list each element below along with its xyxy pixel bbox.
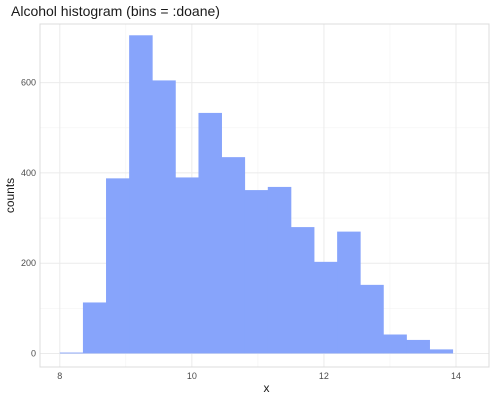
x-tick-label: 14 (451, 371, 461, 381)
histogram-bar (222, 157, 246, 353)
x-axis-ticks: 8 10 12 14 (57, 371, 461, 381)
y-tick-label: 0 (31, 348, 36, 358)
histogram-bar (314, 262, 338, 354)
y-axis-label: counts (3, 178, 17, 213)
histogram-bar (268, 187, 292, 354)
chart-title: Alcohol histogram (bins = :doane) (11, 3, 220, 19)
histogram-bar (175, 177, 199, 353)
y-tick-label: 400 (21, 168, 36, 178)
histogram-bar (129, 35, 153, 353)
histogram-bar (291, 227, 315, 353)
histogram-bar (60, 353, 84, 354)
histogram-bar (406, 340, 430, 354)
histogram-bar (360, 285, 384, 354)
x-tick-label: 10 (187, 371, 197, 381)
histogram-bar (245, 190, 269, 353)
x-axis-label: x (264, 381, 270, 395)
x-tick-label: 12 (319, 371, 329, 381)
x-tick-label: 8 (57, 371, 62, 381)
histogram-bar (106, 178, 130, 353)
histogram-bar (83, 302, 107, 353)
histogram-bar (198, 113, 222, 354)
y-tick-label: 200 (21, 258, 36, 268)
histogram-bar (337, 232, 361, 354)
histogram-bar (430, 349, 454, 353)
y-axis-ticks: 0 200 400 600 (21, 78, 36, 359)
histogram-bar (152, 80, 176, 353)
y-tick-label: 600 (21, 78, 36, 88)
histogram-bar (383, 335, 407, 354)
